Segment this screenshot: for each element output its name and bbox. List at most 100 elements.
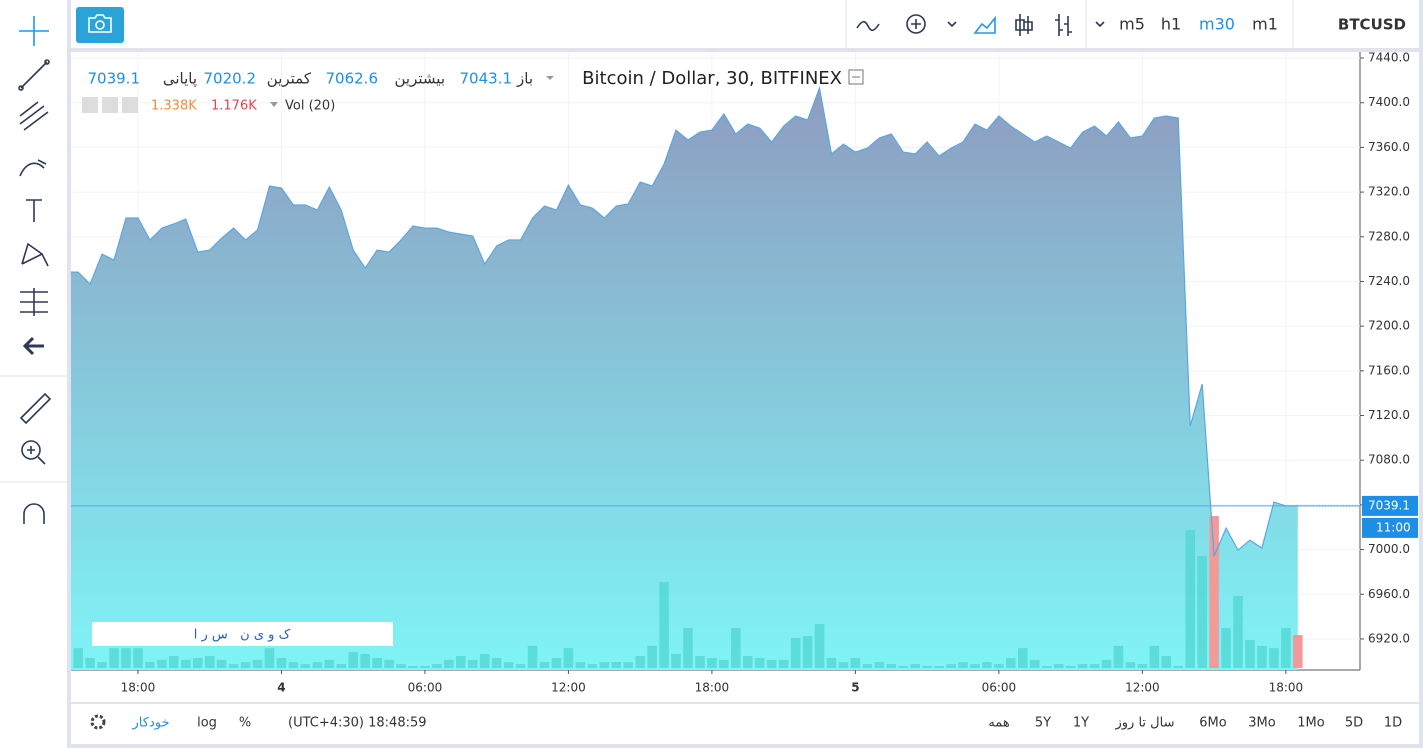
- volume-bar: [276, 657, 287, 668]
- symbol[interactable]: BTCUSD: [1338, 16, 1406, 34]
- log-scale[interactable]: log: [197, 716, 217, 731]
- watermark-box: [92, 622, 393, 646]
- volume-bar: [1065, 666, 1076, 668]
- volume-bar: [1149, 645, 1160, 668]
- percent-scale[interactable]: %: [239, 716, 251, 731]
- volume-bar: [1137, 664, 1148, 668]
- camera-icon: [88, 14, 112, 33]
- auto-scale[interactable]: خودکار: [132, 716, 170, 731]
- volume-bar: [671, 654, 681, 668]
- volume-bar: [1041, 666, 1052, 668]
- volume-bar: [384, 659, 394, 668]
- volume-bar: [288, 662, 299, 668]
- y-tick-label: 7160.0: [1368, 363, 1410, 377]
- range-button[interactable]: 5Y: [1035, 716, 1051, 731]
- volume-bar: [1113, 645, 1124, 668]
- range-button[interactable]: 1D: [1384, 716, 1402, 731]
- range-button[interactable]: 6Mo: [1199, 716, 1226, 731]
- camera-icon: [95, 20, 105, 30]
- volume-bar: [324, 659, 335, 668]
- x-tick-label: 06:00: [408, 681, 443, 695]
- snapshot-button[interactable]: [76, 7, 124, 43]
- y-tick-label: 7080.0: [1368, 453, 1410, 467]
- volume-bar: [611, 662, 622, 668]
- volume-bar: [707, 657, 717, 668]
- range-button[interactable]: 1Y: [1073, 716, 1089, 731]
- volume-bar: [802, 636, 813, 668]
- interval-button[interactable]: h1: [1161, 15, 1181, 34]
- volume-bar: [1293, 635, 1303, 668]
- volume-bar: [695, 655, 705, 668]
- settings-icon[interactable]: [90, 714, 106, 730]
- volume-bar: [408, 666, 418, 668]
- volume-bar: [372, 657, 382, 668]
- volume-bar: [336, 664, 347, 668]
- volume-bar: [635, 655, 645, 668]
- range-button[interactable]: 5D: [1345, 716, 1363, 731]
- volume-bar: [240, 662, 251, 668]
- interval-button[interactable]: m5: [1119, 15, 1145, 34]
- volume-bar: [575, 662, 586, 668]
- range-button[interactable]: 3Mo: [1248, 716, 1275, 731]
- range-button[interactable]: همه: [988, 716, 1009, 731]
- volume-bar: [133, 648, 143, 668]
- interval-button[interactable]: m30: [1199, 15, 1235, 34]
- volume-bar: [192, 657, 203, 668]
- volume-bar: [754, 657, 765, 668]
- hide-button[interactable]: [82, 97, 98, 113]
- volume-legend: 1.338K 1.176K Vol (20): [82, 97, 335, 114]
- volume-bar: [539, 662, 550, 668]
- collapse[interactable]: [848, 69, 864, 85]
- drawing-tools[interactable]: [18, 16, 52, 524]
- volume-bar: [719, 659, 729, 668]
- volume-bar: [1077, 664, 1088, 668]
- volume-bar: [647, 645, 657, 668]
- volume-bar: [1006, 657, 1016, 668]
- bottom-bar: [71, 704, 1419, 744]
- interval-group: m5 h1 m30 m1: [1119, 15, 1278, 34]
- top-toolbar: [71, 0, 1419, 48]
- volume-bar: [1125, 662, 1136, 668]
- x-tick-label: 18:00: [1269, 681, 1304, 695]
- settings-button[interactable]: [102, 97, 118, 113]
- volume-bar: [778, 659, 789, 668]
- volume-bar: [1053, 664, 1064, 668]
- volume-bar: [587, 664, 598, 668]
- volume-bar: [420, 666, 430, 668]
- volume-bar: [922, 666, 932, 668]
- range-button[interactable]: 1Mo: [1297, 716, 1324, 731]
- y-tick-label: 7400.0: [1368, 95, 1410, 109]
- volume-bar: [432, 664, 442, 668]
- volume-bar: [1257, 645, 1267, 668]
- volume-title: Vol (20): [285, 99, 335, 114]
- volume-bar: [982, 662, 992, 668]
- area: [71, 88, 1298, 670]
- volume-bar: [958, 662, 968, 668]
- range-button[interactable]: سال تا روز: [1115, 716, 1175, 731]
- x-tick-label: 18:00: [121, 681, 156, 695]
- volume-bar: [1197, 556, 1207, 668]
- volume-bar: [1101, 659, 1112, 668]
- volume-bar: [910, 664, 920, 668]
- chart-type-buttons[interactable]: [856, 14, 1105, 36]
- y-tick-label: 7440.0: [1368, 51, 1410, 65]
- y-tick-label: 7000.0: [1368, 542, 1410, 556]
- open-label: باز: [516, 70, 533, 88]
- volume-bar: [1161, 655, 1172, 668]
- dropdown[interactable]: [270, 102, 278, 107]
- eye-button[interactable]: [122, 97, 138, 113]
- interval-button[interactable]: m1: [1252, 15, 1278, 34]
- volume-bar: [515, 664, 526, 668]
- volume-bar: [396, 664, 406, 668]
- axes: 6920.06960.07000.07040.07080.07120.07160…: [121, 51, 1418, 695]
- volume-bar: [360, 654, 370, 668]
- volume-bar: [145, 662, 155, 668]
- volume-bar: [946, 664, 956, 668]
- volume-bar: [1245, 640, 1255, 668]
- dropdown[interactable]: [546, 76, 554, 80]
- last-price-tag: [1362, 495, 1418, 516]
- x-tick-label: 06:00: [982, 681, 1017, 695]
- x-tick-label: 18:00: [695, 681, 730, 695]
- y-tick-label: 6960.0: [1368, 587, 1410, 601]
